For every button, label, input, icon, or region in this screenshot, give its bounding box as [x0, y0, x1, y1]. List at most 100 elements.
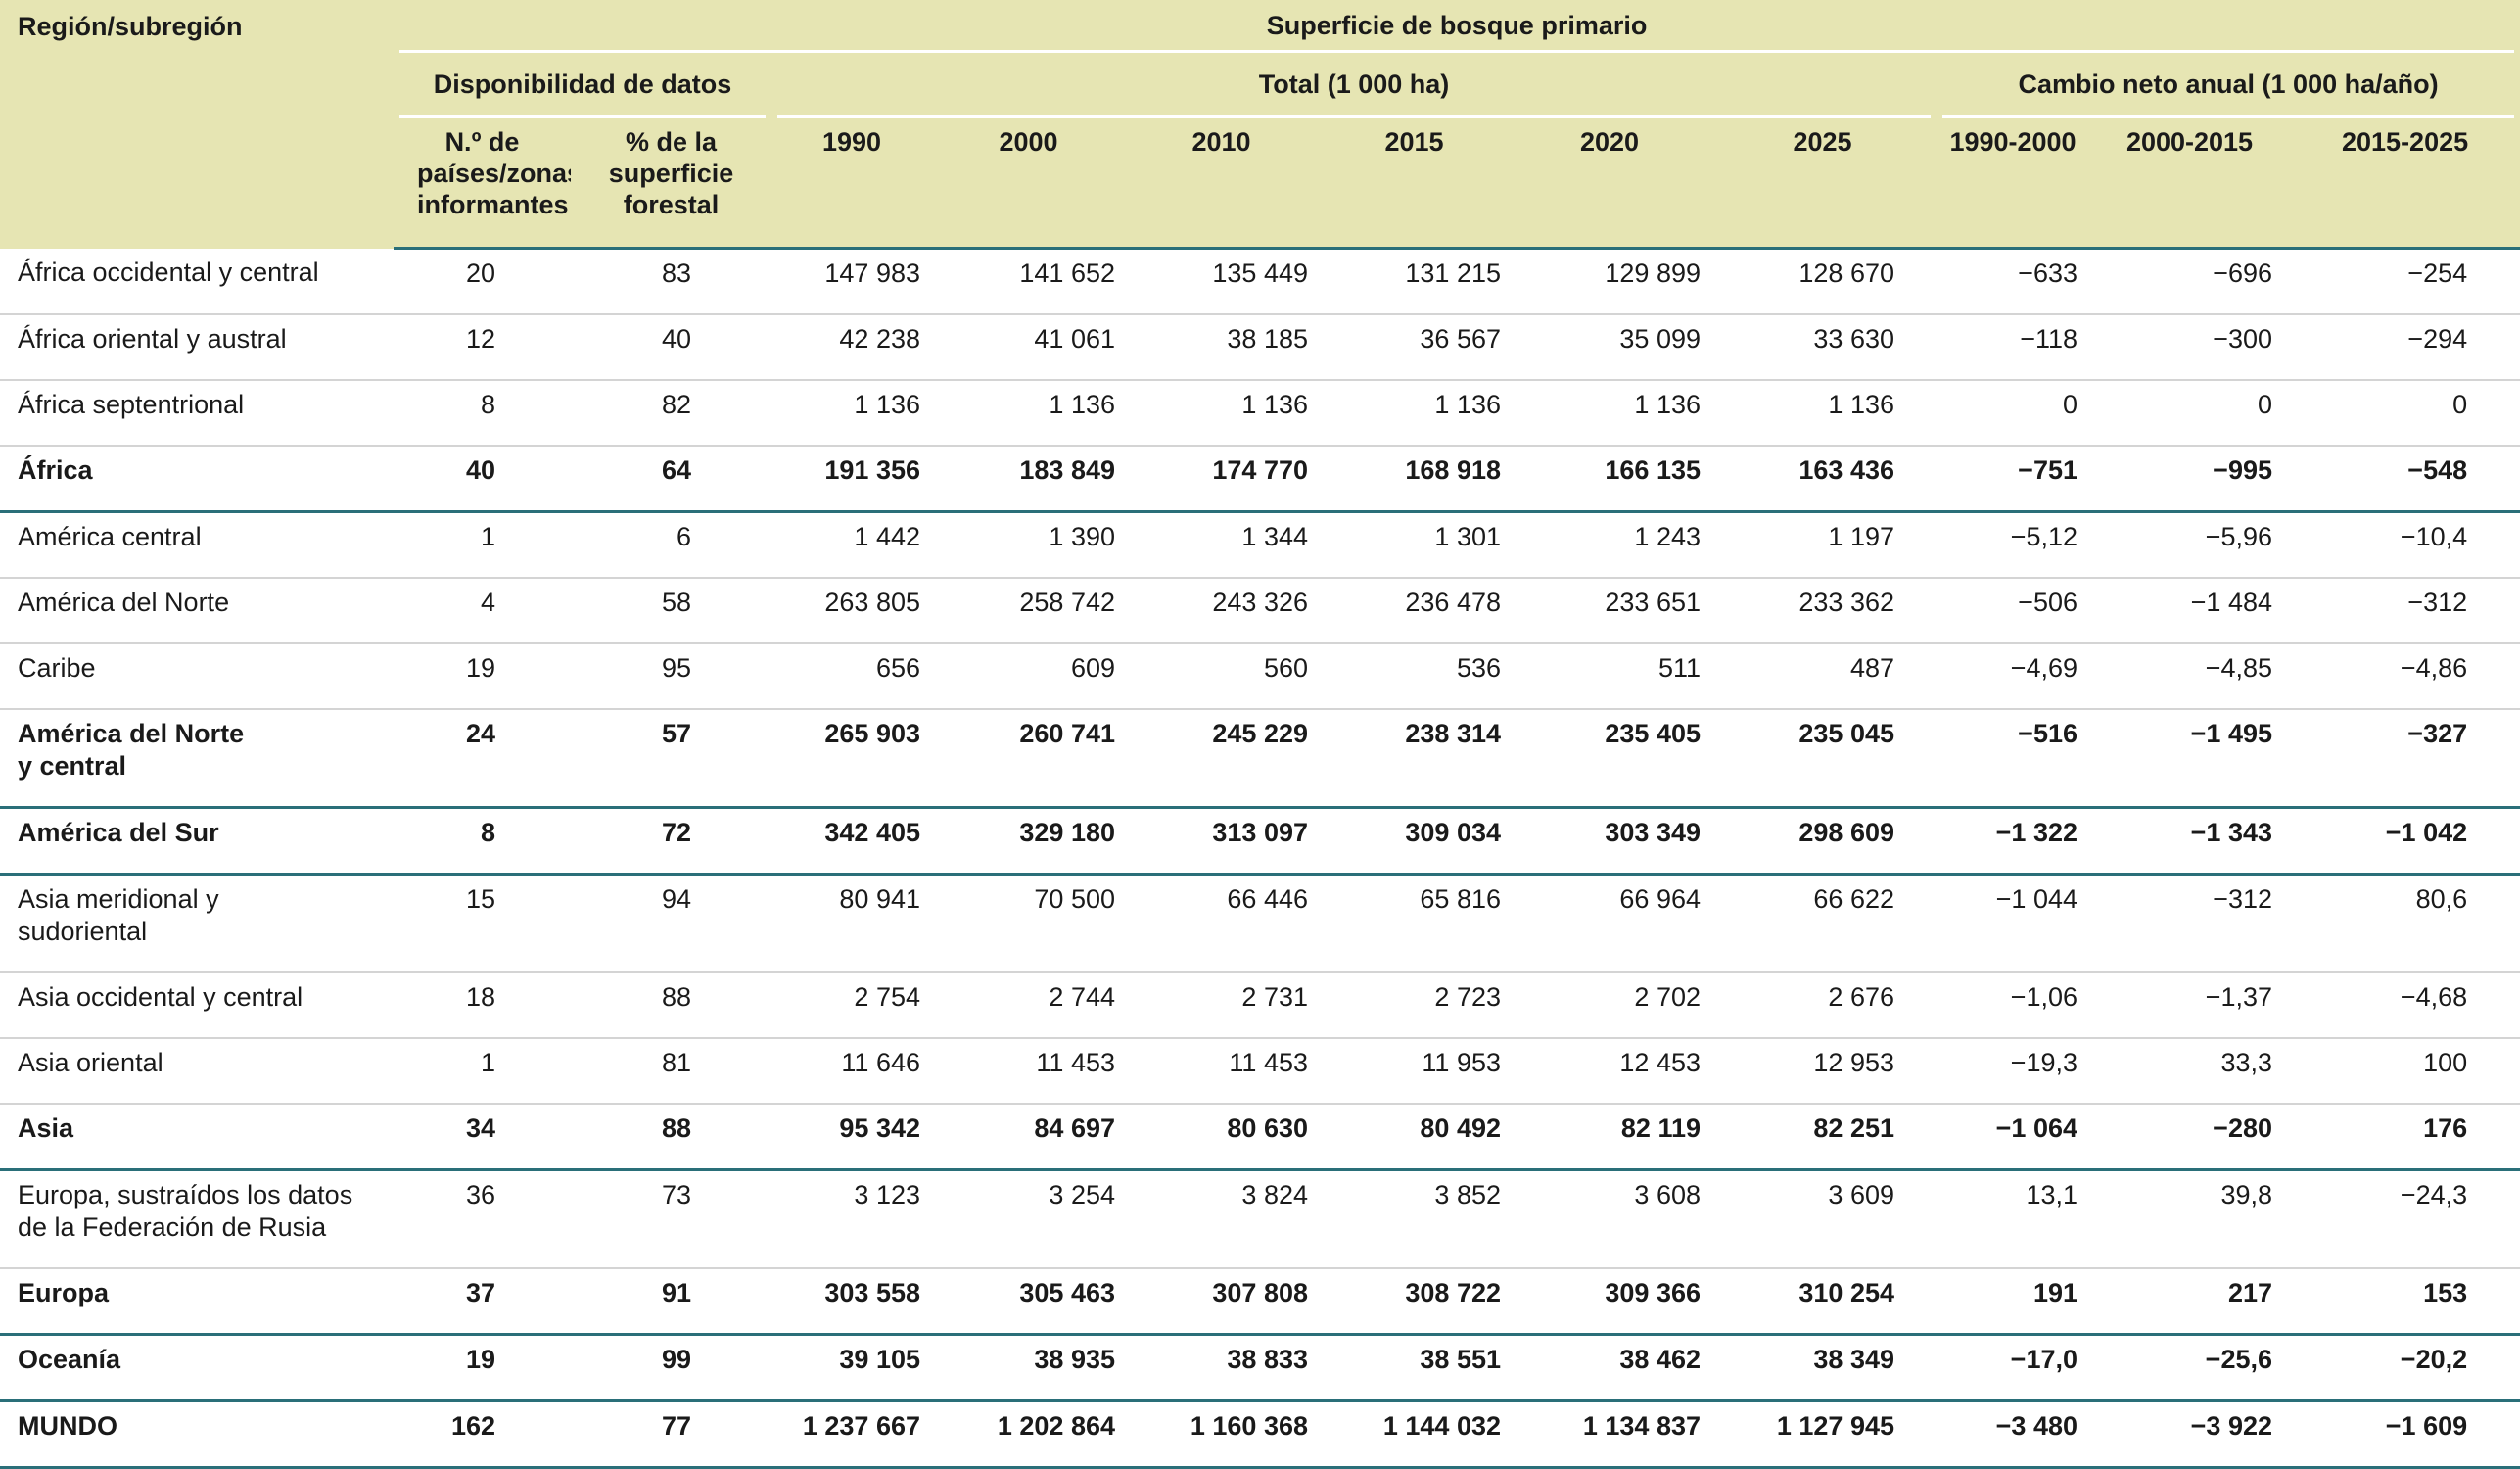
cell-value: 1 237 667	[771, 1400, 932, 1469]
table-row: África septentrional 8 82 1 136 1 136 1 136 1 …	[0, 380, 2520, 447]
cell-value: −5,12	[1937, 511, 2089, 579]
cell-value: 72	[571, 807, 771, 876]
cell-value: −1 495	[2089, 709, 2290, 809]
cell-value: −24,3	[2290, 1169, 2520, 1269]
cell-value: 38 462	[1511, 1334, 1708, 1402]
cell-value: 265 903	[771, 709, 932, 809]
row-label: América central	[0, 511, 394, 579]
cell-value: 82	[571, 380, 771, 447]
cell-value: 94	[571, 874, 771, 973]
cell-value: 39,8	[2089, 1169, 2290, 1269]
row-label: África	[0, 446, 394, 513]
row-label: Asia meridional y sudoriental	[0, 874, 394, 973]
table-row: África 40 64 191 356 183 849 174 770 168 918 16…	[0, 446, 2520, 513]
cell-value: 235 405	[1511, 709, 1708, 809]
table-row: América del Sur 8 72 342 405 329 180 313 097 3…	[0, 807, 2520, 876]
cell-value: 236 478	[1318, 578, 1511, 644]
cell-value: 298 609	[1708, 807, 1937, 876]
cell-value: 0	[1937, 380, 2089, 447]
cell-value: 38 551	[1318, 1334, 1511, 1402]
cell-value: 77	[571, 1400, 771, 1469]
cell-value: 13,1	[1937, 1169, 2089, 1269]
cell-value: 11 453	[1125, 1038, 1318, 1105]
cell-value: 1 243	[1511, 511, 1708, 579]
cell-value: 163 436	[1708, 446, 1937, 513]
cell-value: −20,2	[2290, 1334, 2520, 1402]
cell-value: 73	[571, 1169, 771, 1269]
cell-value: 310 254	[1708, 1268, 1937, 1336]
cell-value: −5,96	[2089, 511, 2290, 579]
cell-value: 191	[1937, 1268, 2089, 1336]
cell-value: 95	[571, 643, 771, 710]
cell-value: 11 453	[932, 1038, 1125, 1105]
cell-value: 100	[2290, 1038, 2520, 1105]
cell-value: 342 405	[771, 807, 932, 876]
cell-value: 36 567	[1318, 314, 1511, 381]
cell-value: 38 935	[932, 1334, 1125, 1402]
cell-value: −4,85	[2089, 643, 2290, 710]
cell-value: 15	[394, 874, 571, 973]
cell-value: 233 651	[1511, 578, 1708, 644]
row-label: África occidental y central	[0, 248, 394, 315]
cell-value: 1 136	[1318, 380, 1511, 447]
cell-value: −300	[2089, 314, 2290, 381]
table-row: Europa 37 91 303 558 305 463 307 808 308 722 30…	[0, 1268, 2520, 1336]
cell-value: 12 953	[1708, 1038, 1937, 1105]
cell-value: 24	[394, 709, 571, 809]
cell-value: 0	[2089, 380, 2290, 447]
cell-value: 1 442	[771, 511, 932, 579]
cell-value: 511	[1511, 643, 1708, 710]
row-label: Europa, sustraídos los datos de la Feder…	[0, 1169, 394, 1269]
cell-value: 656	[771, 643, 932, 710]
cell-value: 70 500	[932, 874, 1125, 973]
cell-value: 487	[1708, 643, 1937, 710]
cell-value: 309 034	[1318, 807, 1511, 876]
table-body: África occidental y central 20 83 147 983 14…	[0, 248, 2520, 1469]
cell-value: 153	[2290, 1268, 2520, 1336]
table-row: Asia occidental y central 18 88 2 754 2 744 2…	[0, 972, 2520, 1039]
cell-value: −118	[1937, 314, 2089, 381]
column-header: 2015-2025	[2290, 118, 2520, 250]
cell-value: 42 238	[771, 314, 932, 381]
row-label: Asia occidental y central	[0, 972, 394, 1039]
cell-value: −10,4	[2290, 511, 2520, 579]
cell-value: 536	[1318, 643, 1511, 710]
cell-value: 1	[394, 1038, 571, 1105]
cell-value: 183 849	[932, 446, 1125, 513]
cell-value: 80 630	[1125, 1104, 1318, 1171]
cell-value: 1 160 368	[1125, 1400, 1318, 1469]
cell-value: 20	[394, 248, 571, 315]
column-header: 1990	[771, 118, 932, 250]
cell-value: −548	[2290, 446, 2520, 513]
cell-value: 1 134 837	[1511, 1400, 1708, 1469]
column-header: 2020	[1511, 118, 1708, 250]
row-label: MUNDO	[0, 1400, 394, 1469]
column-header: 2000-2015	[2089, 118, 2290, 250]
table-row: Asia oriental 1 81 11 646 11 453 11 453 11 953…	[0, 1038, 2520, 1105]
cell-value: −294	[2290, 314, 2520, 381]
cell-value: 1 144 032	[1318, 1400, 1511, 1469]
cell-value: 303 349	[1511, 807, 1708, 876]
cell-value: 313 097	[1125, 807, 1318, 876]
cell-value: −19,3	[1937, 1038, 2089, 1105]
cell-value: 2 676	[1708, 972, 1937, 1039]
cell-value: −1 042	[2290, 807, 2520, 876]
cell-value: 57	[571, 709, 771, 809]
cell-value: −1 064	[1937, 1104, 2089, 1171]
cell-value: −4,86	[2290, 643, 2520, 710]
cell-value: 131 215	[1318, 248, 1511, 315]
row-label: América del Norte	[0, 578, 394, 644]
cell-value: 309 366	[1511, 1268, 1708, 1336]
cell-value: 238 314	[1318, 709, 1511, 809]
table-row: América central 1 6 1 442 1 390 1 344 1 301 1 2…	[0, 511, 2520, 579]
table-head: Región/subregión Superficie de bosque pr…	[0, 0, 2520, 250]
cell-value: 162	[394, 1400, 571, 1469]
cell-value: 3 852	[1318, 1169, 1511, 1269]
row-label: Caribe	[0, 643, 394, 710]
cell-value: −280	[2089, 1104, 2290, 1171]
cell-value: 11 953	[1318, 1038, 1511, 1105]
cell-value: −1 322	[1937, 807, 2089, 876]
cell-value: 38 833	[1125, 1334, 1318, 1402]
cell-value: 66 622	[1708, 874, 1937, 973]
